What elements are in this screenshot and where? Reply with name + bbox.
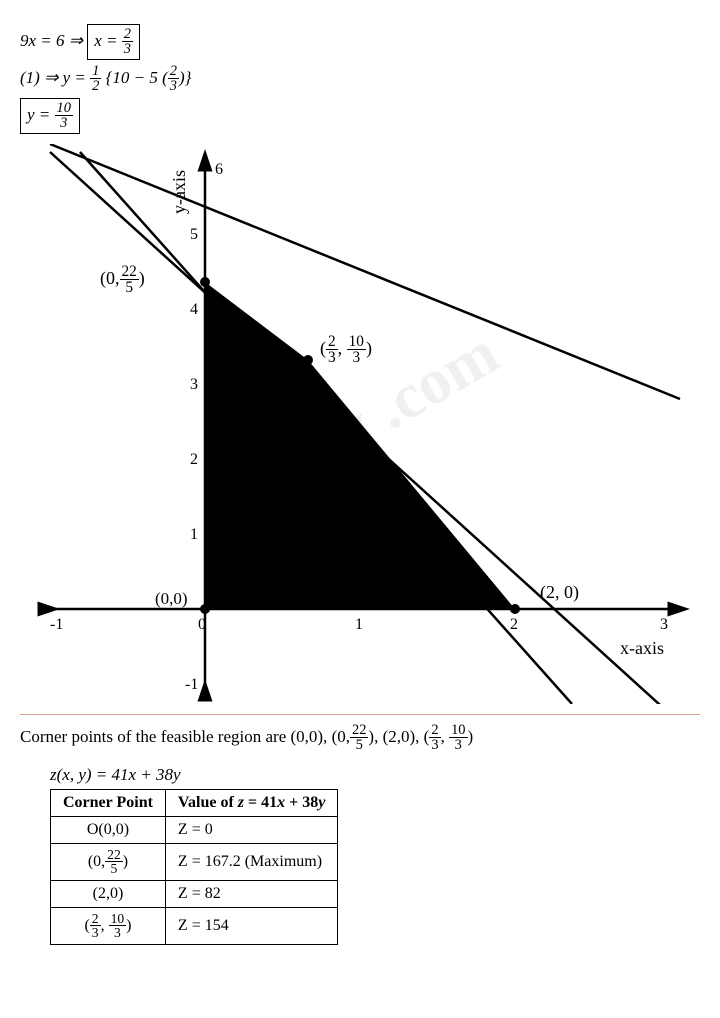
ct-x: 0, [337, 727, 350, 746]
td-value: Z = 0 [165, 816, 337, 843]
n: 10 [347, 334, 366, 350]
point-label-2-0: (2, 0) [540, 582, 579, 603]
equation-line-3: y = 103 [20, 98, 700, 134]
d: 3 [122, 42, 133, 56]
x-axis-label: x-axis [620, 638, 664, 658]
eq2-prefix: (1) ⇒ y = [20, 68, 86, 87]
x: 0, [93, 852, 105, 869]
y-axis-label: y-axis [169, 170, 189, 214]
d: 5 [350, 738, 368, 752]
divider-line [20, 714, 700, 715]
ytick: 6 [215, 161, 223, 178]
td-point: (23, 103) [51, 907, 166, 944]
lbl: (2, 0) [540, 582, 579, 602]
point-intersection [303, 355, 313, 365]
ct-mid: , (2,0), [374, 727, 419, 746]
td-point: O(0,0) [51, 816, 166, 843]
results-table: Corner Point Value of z = 41x + 38y O(0,… [50, 789, 338, 945]
point-origin [200, 604, 210, 614]
eq1-left: 9x = 6 ⇒ [20, 31, 83, 50]
point-label-0-22-5: (0,225) [100, 264, 145, 296]
corner-points-text: Corner points of the feasible region are… [20, 723, 700, 753]
n: 2 [168, 64, 179, 79]
table-row: (23, 103) Z = 154 [51, 907, 338, 944]
feasible-region [205, 282, 515, 609]
n: 2 [429, 723, 440, 738]
ytick: -1 [185, 676, 198, 693]
ytick: 5 [190, 226, 198, 243]
th-value: Value of z = 41x + 38y [165, 789, 337, 816]
xtick: -1 [50, 616, 63, 633]
table-header-row: Corner Point Value of z = 41x + 38y [51, 789, 338, 816]
px: 0, [106, 268, 120, 288]
table-row: (0,225) Z = 167.2 (Maximum) [51, 843, 338, 880]
n: 10 [449, 723, 467, 738]
constraint-line-2 [80, 152, 572, 704]
equation-line-2: (1) ⇒ y = 12 {10 − 5 (23)} [20, 64, 700, 94]
n: 22 [120, 264, 139, 280]
xtick: 0 [198, 616, 206, 633]
n: 1 [90, 64, 101, 79]
d: 2 [90, 79, 101, 93]
n: 2 [90, 912, 101, 927]
n: 10 [109, 912, 127, 927]
xtick: 3 [660, 616, 668, 633]
n: 22 [350, 723, 368, 738]
point-y-intercept [200, 277, 210, 287]
d: 3 [90, 926, 101, 940]
d: 3 [449, 738, 467, 752]
xtick: 2 [510, 616, 518, 633]
d: 5 [105, 862, 123, 876]
d: 3 [109, 926, 127, 940]
n: 22 [105, 848, 123, 863]
d: 3 [168, 79, 179, 93]
d: 5 [120, 280, 139, 295]
xtick: 1 [355, 616, 363, 633]
ytick: 1 [190, 526, 198, 543]
eq2-close: )} [179, 68, 191, 87]
n: 10 [55, 101, 73, 116]
td-value: Z = 154 [165, 907, 337, 944]
origin-label: (0,0) [155, 589, 188, 608]
table-row: O(0,0) Z = 0 [51, 816, 338, 843]
n: 2 [326, 334, 338, 350]
eq-var: x = [94, 31, 117, 50]
th-corner: Corner Point [51, 789, 166, 816]
table-row: (2,0) Z = 82 [51, 880, 338, 907]
point-2-0 [510, 604, 520, 614]
n: 2 [122, 27, 133, 42]
d: 3 [429, 738, 440, 752]
eq2-braces: {10 − 5 ( [106, 68, 168, 87]
equation-line-1: 9x = 6 ⇒ x = 23 [20, 24, 700, 60]
boxed-x: x = 23 [87, 24, 140, 60]
td-value: Z = 82 [165, 880, 337, 907]
ytick: 3 [190, 376, 198, 393]
point-label-intersection: (23, 103) [320, 334, 372, 366]
boxed-y: y = 103 [20, 98, 80, 134]
ct-prefix: Corner points of the feasible region are… [20, 727, 327, 746]
d: 3 [347, 350, 366, 365]
td-value: Z = 167.2 (Maximum) [165, 843, 337, 880]
eq-var: y = [27, 105, 50, 124]
ytick: 2 [190, 451, 198, 468]
graph-container: Study .com -1 0 1 2 3 -1 1 2 3 [20, 144, 700, 704]
td-point: (0,225) [51, 843, 166, 880]
d: 3 [55, 116, 73, 130]
objective-function: z(x, y) = 41x + 38y [50, 765, 700, 785]
ytick: 4 [190, 301, 198, 318]
td-point: (2,0) [51, 880, 166, 907]
d: 3 [326, 350, 338, 365]
lp-graph: -1 0 1 2 3 -1 1 2 3 4 5 6 x-axis y-axis … [20, 144, 700, 704]
